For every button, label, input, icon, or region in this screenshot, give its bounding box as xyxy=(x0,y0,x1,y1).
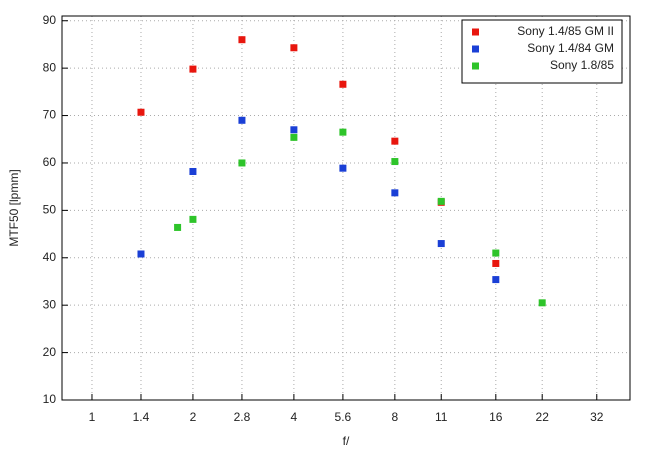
point xyxy=(290,126,298,134)
point xyxy=(290,133,298,141)
point xyxy=(492,249,500,257)
x-tick-label: 1 xyxy=(89,410,96,424)
point xyxy=(538,299,546,307)
x-tick-label: 11 xyxy=(435,410,448,424)
point xyxy=(492,259,500,267)
y-tick-label: 40 xyxy=(43,250,57,264)
point xyxy=(290,44,298,52)
x-tick-label: 2.8 xyxy=(234,410,251,424)
legend-marker xyxy=(472,62,479,70)
point xyxy=(391,137,399,145)
x-tick-label: 1.4 xyxy=(133,410,150,424)
point xyxy=(391,189,399,197)
y-tick-label: 50 xyxy=(43,203,57,217)
plot-frame xyxy=(61,15,631,401)
y-tick-label: 90 xyxy=(43,13,57,27)
legend-label: Sony 1.8/85 xyxy=(550,58,614,72)
x-tick-label: 32 xyxy=(590,410,604,424)
legend-marker xyxy=(472,28,479,36)
point xyxy=(189,215,197,223)
x-tick-label: 16 xyxy=(489,410,503,424)
y-tick-label: 60 xyxy=(43,155,57,169)
legend-label: Sony 1.4/84 GM xyxy=(527,41,614,55)
legend-label: Sony 1.4/85 GM II xyxy=(517,24,614,38)
point xyxy=(189,65,197,73)
x-axis-label: f/ xyxy=(343,434,350,448)
point xyxy=(339,164,347,172)
legend-marker xyxy=(472,45,479,53)
x-tick-label: 8 xyxy=(392,410,399,424)
x-tick-label: 4 xyxy=(291,410,298,424)
point xyxy=(238,116,246,124)
x-tick-label: 5.6 xyxy=(335,410,352,424)
point xyxy=(137,250,145,258)
x-tick-label: 22 xyxy=(536,410,550,424)
point xyxy=(437,197,445,205)
point xyxy=(238,36,246,44)
y-tick-label: 80 xyxy=(43,60,57,74)
point xyxy=(437,240,445,248)
point xyxy=(339,80,347,88)
point xyxy=(174,223,182,231)
point xyxy=(189,167,197,175)
y-axis-label: MTF50 [lpmm] xyxy=(7,169,21,246)
point xyxy=(492,276,500,284)
y-tick-label: 10 xyxy=(43,392,57,406)
legend-box xyxy=(461,19,623,84)
point xyxy=(137,108,145,116)
y-tick-label: 30 xyxy=(43,297,57,311)
y-tick-label: 70 xyxy=(43,108,57,122)
y-tick-label: 20 xyxy=(43,345,57,359)
point xyxy=(391,158,399,166)
point xyxy=(339,128,347,136)
point xyxy=(238,159,246,167)
x-tick-label: 2 xyxy=(190,410,197,424)
